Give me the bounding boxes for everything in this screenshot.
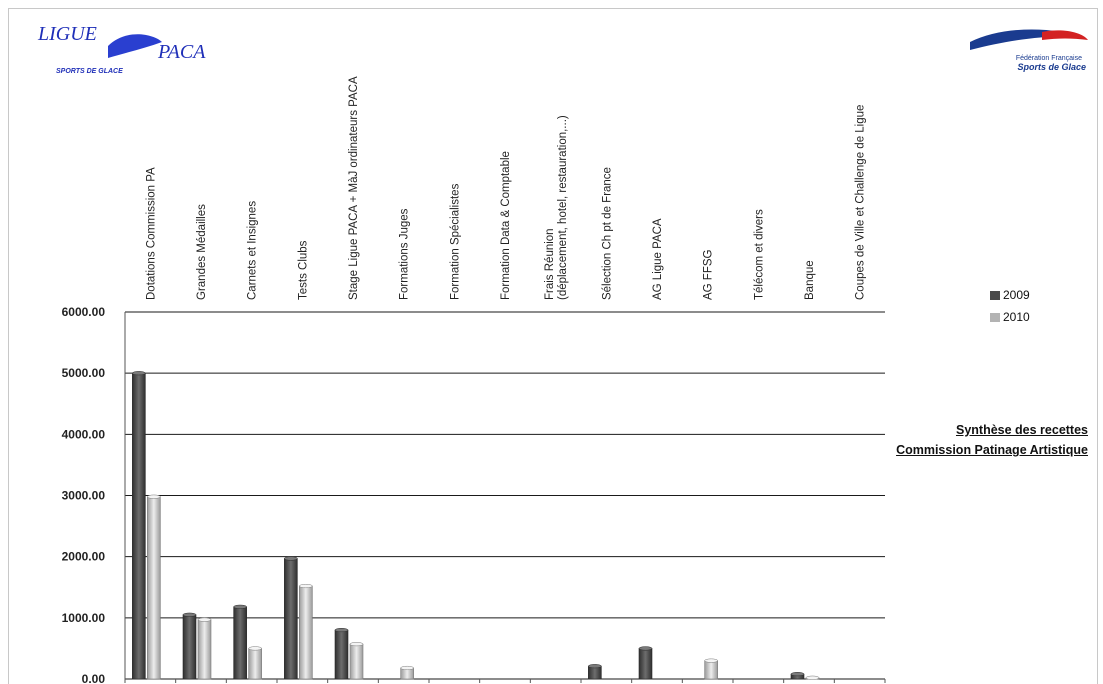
chart-title-line2: Commission Patinage Artistique	[896, 443, 1088, 457]
ffsg-text-line1: Fédération Française	[1016, 55, 1082, 62]
y-tick-labels: 0.00 1000.00 2000.00 3000.00 4000.00 5000.00 6…	[62, 305, 106, 683]
legend-item-2010: 2010	[990, 306, 1030, 328]
legend-swatch-2009	[990, 290, 1000, 300]
bar-2010-3	[299, 585, 313, 680]
ffsg-logo: Fédération Française Sports de Glace	[970, 29, 1088, 72]
chart-title: Synthèse des recettes Commission Patinag…	[838, 420, 1088, 460]
y-tick-label: 2000.00	[62, 550, 106, 564]
bar-top-2010-5	[400, 665, 414, 671]
bar-2010-11	[704, 660, 718, 680]
bar-2009-1	[182, 614, 197, 680]
category-label: Dotations Commission PA	[145, 167, 157, 300]
page-frame	[8, 8, 1098, 684]
y-tick-label: 4000.00	[62, 427, 106, 441]
category-label: Coupes de Ville et Challenge de Ligue	[855, 105, 867, 300]
category-label: Formations Juges	[399, 208, 411, 300]
chart-title-line1: Synthèse des recettes	[955, 423, 1088, 437]
ffsg-swoosh-red	[1042, 30, 1088, 40]
bar-2009-0	[132, 372, 146, 680]
y-tick-label: 1000.00	[62, 611, 106, 625]
bar-2009-3	[284, 558, 298, 680]
bar-top-2010-2	[248, 646, 262, 651]
bar-top-2010-0	[147, 494, 161, 499]
category-label: Stage Ligue PACA + MàJ ordinateurs PACA	[348, 76, 360, 300]
category-label: Frais Réunion	[544, 228, 556, 300]
bar-2010-0	[147, 496, 161, 680]
category-label: Carnets et Insignes	[247, 201, 259, 300]
bar-top-2009-2	[233, 604, 247, 609]
category-label: Banque	[804, 260, 816, 300]
bar-top-2009-9	[588, 664, 602, 669]
y-tick-label: 5000.00	[62, 366, 106, 380]
bar-top-2010-4	[349, 642, 364, 647]
y-tick-label: 0.00	[82, 672, 106, 683]
logo-swoosh-shape	[108, 34, 162, 58]
bar-2009-4	[334, 629, 349, 680]
y-tick-label: 6000.00	[62, 305, 106, 319]
bar-top-2010-13	[805, 675, 820, 680]
bar-top-2010-11	[704, 658, 718, 663]
bar-2009-2	[233, 606, 247, 680]
category-label: Grandes Médailles	[196, 204, 208, 300]
bars	[132, 371, 820, 680]
category-label: AG Ligue PACA	[652, 218, 664, 300]
bar-top-2009-3	[284, 556, 298, 561]
logo-ligue-text: LIGUE	[37, 23, 97, 45]
legend-label-2009: 2009	[1003, 288, 1030, 302]
legend-label-2010: 2010	[1003, 310, 1030, 324]
bar-top-2009-1	[182, 612, 197, 617]
category-label: AG FFSG	[703, 249, 715, 300]
bar-top-2010-3	[299, 583, 313, 589]
bar-top-2010-1	[197, 617, 212, 622]
legend-swatch-2010	[990, 312, 1000, 322]
bar-2010-2	[248, 648, 262, 680]
bar-2009-10	[638, 648, 653, 680]
bar-top-2009-13	[790, 672, 805, 677]
category-label: Sélection Ch pt de France	[601, 167, 613, 300]
ligue-paca-logo: LIGUE PACA SPORTS DE GLACE	[37, 23, 206, 75]
bar-2010-4	[349, 643, 364, 680]
category-label: Télécom et divers	[753, 209, 765, 300]
category-labels: Dotations Commission PA Grandes Médailles…	[145, 76, 866, 300]
legend-item-2009: 2009	[990, 284, 1030, 306]
category-label: Tests Clubs	[297, 240, 309, 300]
bar-top-2009-10	[638, 646, 653, 651]
y-tick-label: 3000.00	[62, 489, 106, 503]
category-label: (déplacement, hotel, restauration,...)	[557, 115, 569, 300]
gridlines	[124, 311, 886, 683]
bar-top-2009-4	[334, 628, 349, 633]
ffsg-text-line2: Sports de Glace	[1017, 62, 1086, 72]
bar-top-2009-0	[132, 371, 146, 376]
category-label: Formation Data & Comptable	[500, 151, 512, 300]
bar-2010-1	[197, 619, 212, 680]
logo-paca-text: PACA	[157, 41, 206, 63]
logo-subtitle-text: SPORTS DE GLACE	[56, 68, 123, 75]
chart-legend: 2009 2010	[990, 284, 1030, 328]
category-label: Formation Spécialistes	[449, 183, 461, 300]
